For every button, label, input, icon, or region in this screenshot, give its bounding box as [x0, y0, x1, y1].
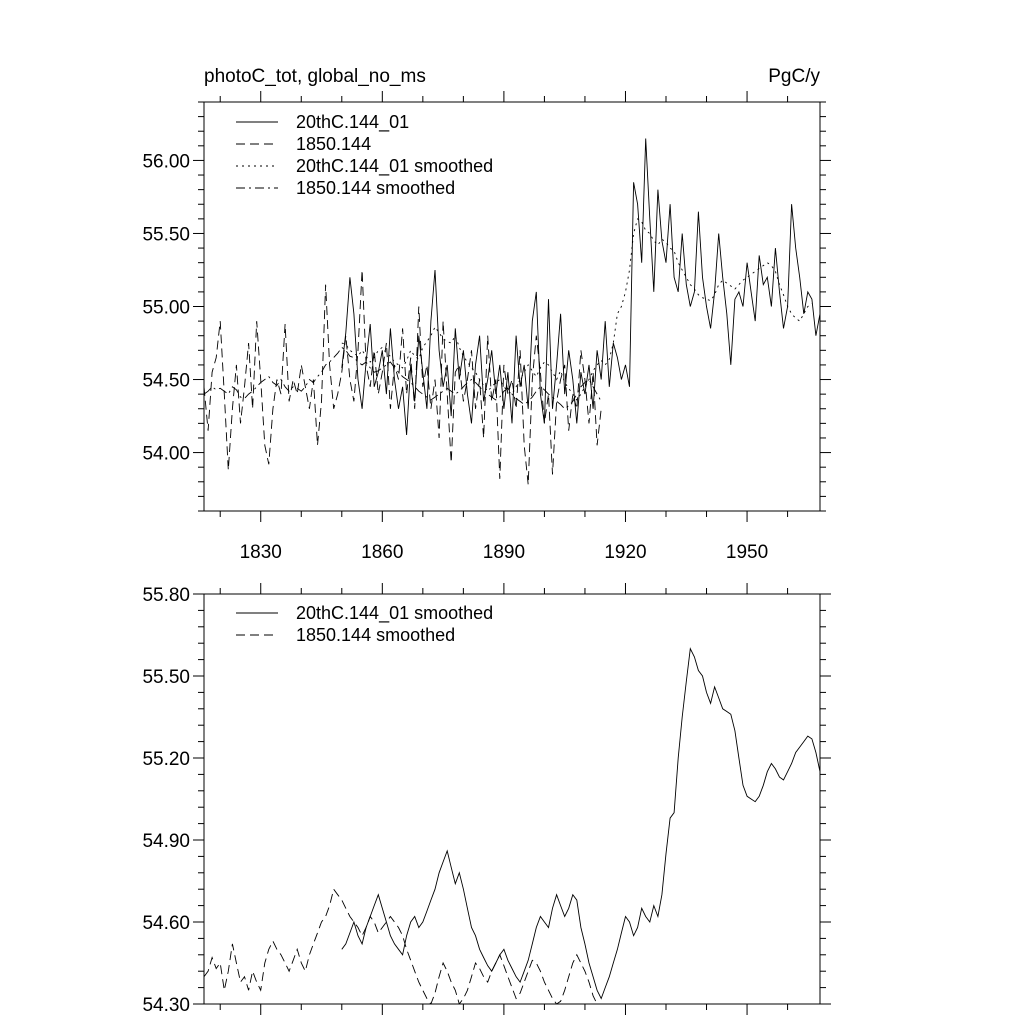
y-tick-label: 56.00 [142, 151, 190, 172]
y-tick-label: 54.50 [142, 371, 190, 392]
x-tick-label: 1860 [361, 542, 403, 563]
y-tick-label: 54.60 [142, 913, 190, 934]
series-line-1850-144 [204, 269, 602, 485]
bottom-series-group [204, 647, 820, 1004]
x-tick-label: 1890 [483, 542, 525, 563]
top-title-left: photoC_tot, global_no_ms [204, 66, 426, 87]
x-tick-label: 1920 [604, 542, 646, 563]
legend-label: 20thC.144_01 smoothed [296, 156, 493, 177]
top-axis-ticks: 1830 1860 1890 1920 1950 54.00 54.50 55.00 55.50… [142, 91, 831, 563]
legend-label: 20thC.144_01 smoothed [296, 603, 493, 624]
y-tick-label: 55.80 [142, 585, 190, 606]
y-tick-label: 55.00 [142, 298, 190, 319]
series-line-20thc-144-01 [341, 138, 820, 436]
legend-label: 1850.144 smoothed [296, 625, 455, 645]
legend-label: 1850.144 smoothed [296, 178, 455, 198]
legend-label: 20thC.144_01 [296, 112, 409, 133]
x-tick-label: 1950 [726, 542, 768, 563]
bottom-axis-ticks: 54.30 54.60 54.90 55.20 55.50 55.80 [142, 583, 831, 1016]
series-line-1850-144-smoothed [204, 888, 598, 1004]
bottom-panel: 54.30 54.60 54.90 55.20 55.50 55.80 20thC.144… [142, 583, 831, 1016]
legend-label: 1850.144 [296, 134, 371, 154]
series-line-20thc-144-01-smoothed [341, 647, 820, 1000]
y-tick-label: 55.50 [142, 224, 190, 245]
x-tick-label: 1830 [240, 542, 282, 563]
top-series-group [204, 138, 820, 485]
bottom-plot-frame [203, 593, 821, 1005]
y-tick-label: 54.90 [142, 831, 190, 852]
y-tick-label: 55.50 [142, 667, 190, 688]
top-panel: photoC_tot, global_no_ms PgC/y 1830 1860 1… [142, 66, 831, 563]
y-tick-label: 54.00 [142, 444, 190, 465]
y-tick-label: 55.20 [142, 749, 190, 770]
series-line-20thc-144-01-smoothed [341, 218, 813, 401]
series-line-1850-144-smoothed [204, 346, 602, 410]
top-title-right: PgC/y [768, 66, 820, 87]
y-tick-label: 54.30 [142, 995, 190, 1016]
